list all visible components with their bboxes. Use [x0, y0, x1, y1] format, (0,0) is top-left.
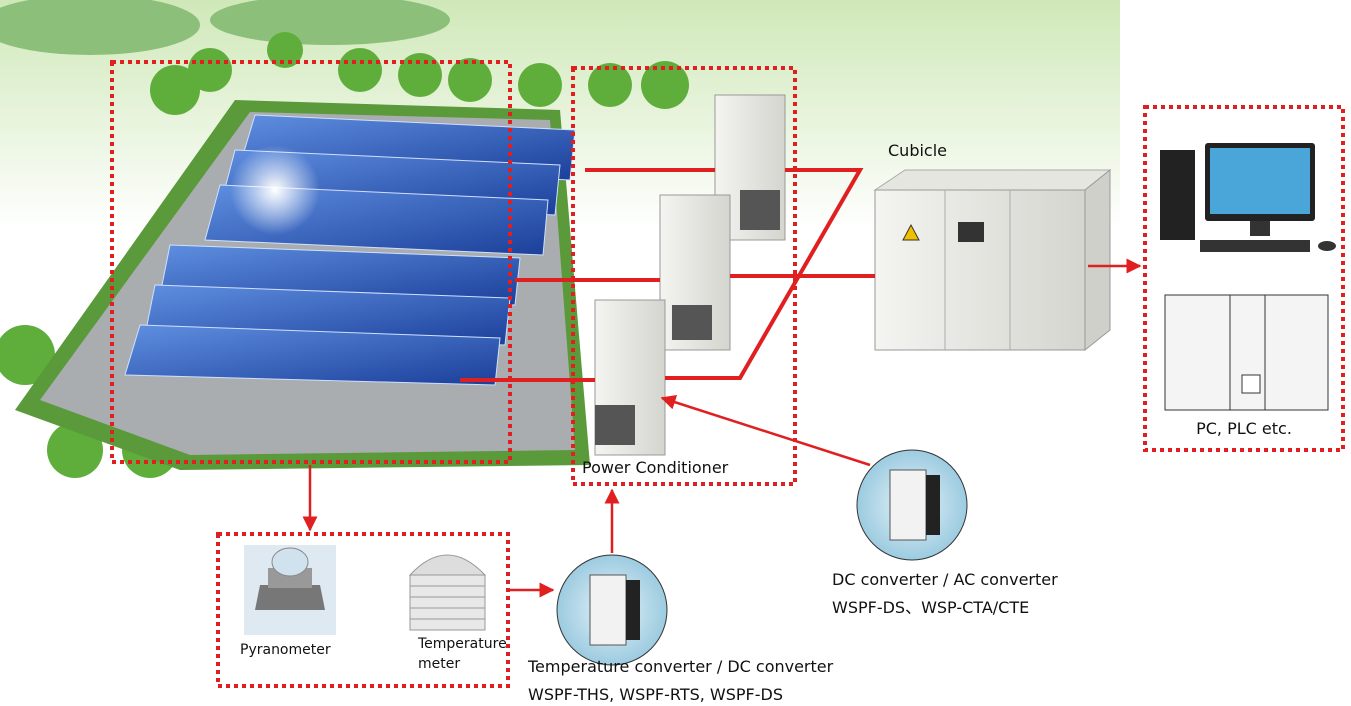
converter-icons: [557, 450, 967, 665]
cubicle-label: Cubicle: [888, 141, 947, 160]
power-conditioner-label: Power Conditioner: [582, 458, 729, 477]
cubicle: [875, 170, 1110, 350]
converter-title: Temperature converter / DC converter: [527, 657, 834, 676]
temperature-meter-icon: [410, 555, 485, 630]
temperature-meter-label: Temperature: [417, 636, 507, 652]
converter-models: WSPF-DS、WSP-CTA/CTE: [832, 598, 1029, 617]
sun-glare: [230, 145, 320, 235]
converter-models: WSPF-THS, WSPF-RTS, WSPF-DS: [528, 685, 783, 704]
temperature-meter-label: meter: [418, 656, 460, 672]
pyranometer-icon: [244, 545, 336, 635]
diagram: Cubicle PC, PLC etc. Power Conditioner P…: [0, 0, 1351, 706]
pyranometer-label: Pyranometer: [240, 642, 331, 658]
pc-plc: [1160, 143, 1336, 410]
pc-plc-label: PC, PLC etc.: [1196, 419, 1292, 438]
converter-title: DC converter / AC converter: [832, 570, 1058, 589]
